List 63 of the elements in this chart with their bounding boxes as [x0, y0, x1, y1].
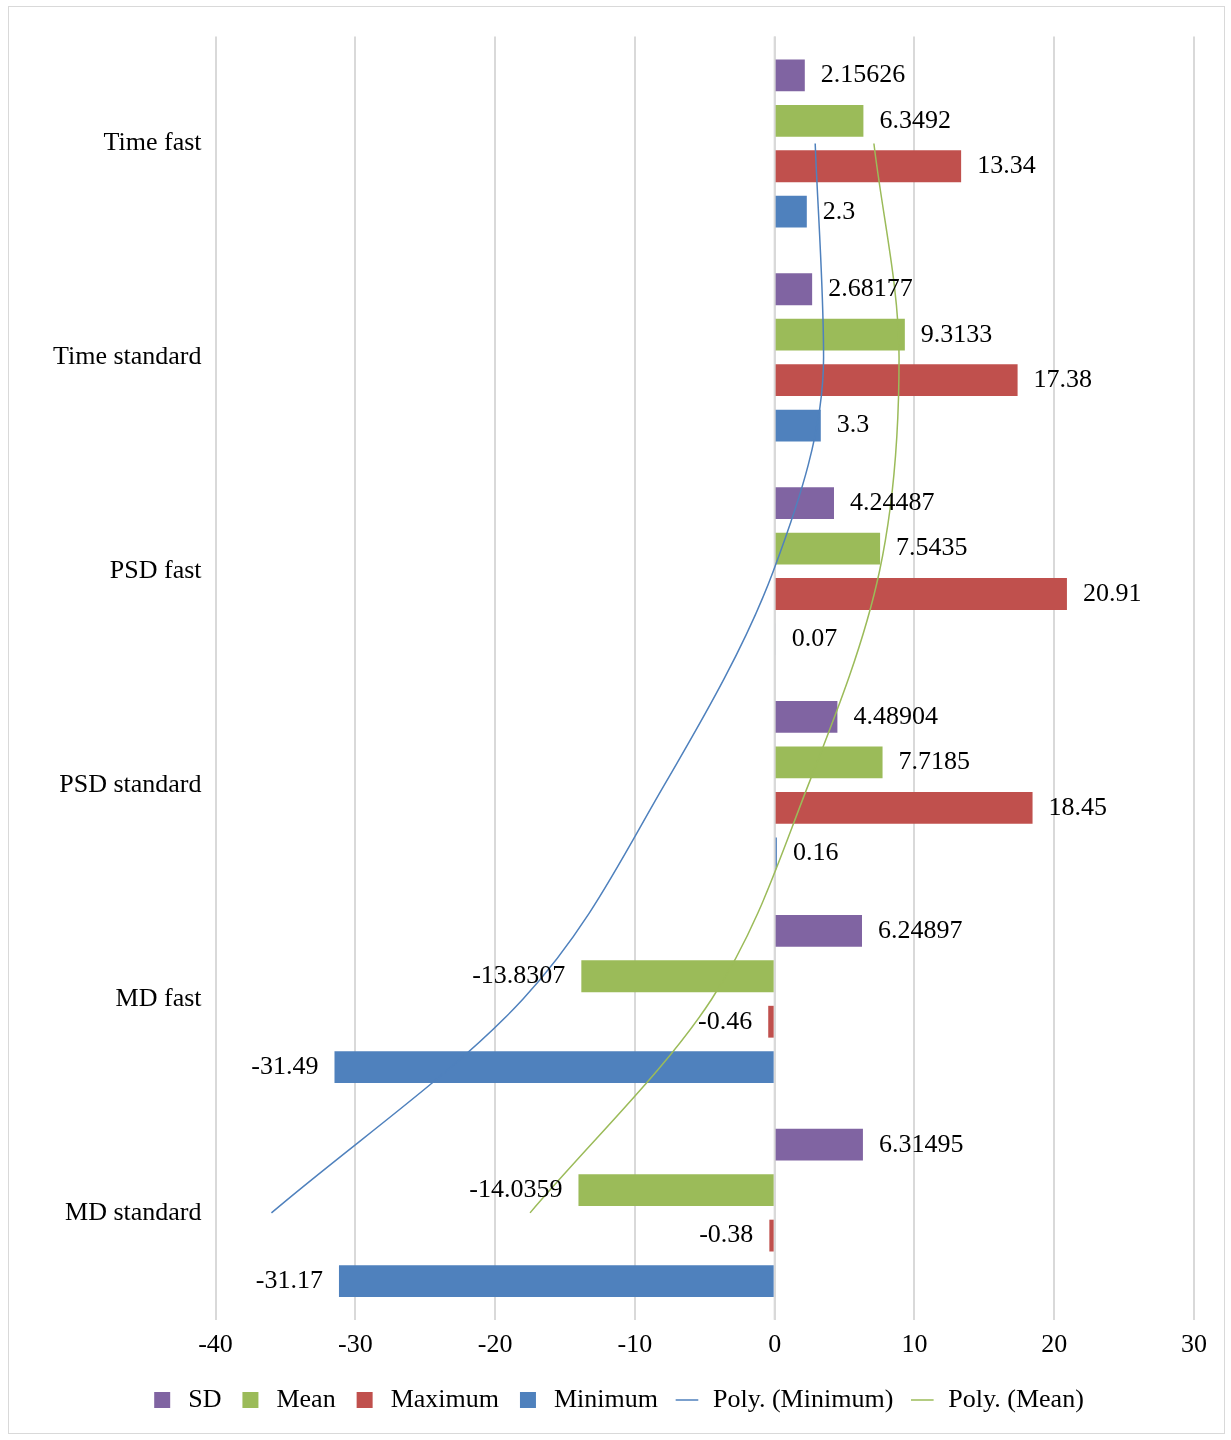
bar: [775, 487, 834, 519]
data-label: 2.3: [822, 195, 856, 225]
data-label: 3.3: [836, 409, 870, 439]
bar: [775, 578, 1067, 610]
data-label: 4.48904: [853, 700, 938, 730]
x-tick-label: -30: [337, 1329, 373, 1359]
bar: [775, 364, 1018, 397]
bar: [775, 791, 1033, 824]
bar: [775, 532, 881, 565]
legend-label: Poly. (Minimum): [712, 1383, 894, 1413]
data-label: 7.5435: [896, 532, 968, 562]
bar: [775, 409, 821, 442]
data-label: 18.45: [1048, 791, 1108, 821]
bar: [768, 1005, 774, 1038]
data-label: 17.38: [1033, 363, 1093, 393]
y-tick-label: Time standard: [52, 341, 202, 371]
bar: [338, 1265, 774, 1297]
bar: [775, 1128, 863, 1161]
legend-label: Mean: [276, 1383, 336, 1413]
bar: [775, 104, 864, 137]
data-label: 13.34: [977, 150, 1036, 180]
data-label: 6.31495: [878, 1128, 964, 1158]
bar: [775, 59, 805, 92]
bar: [578, 1174, 774, 1207]
y-tick-label: MD fast: [115, 982, 203, 1012]
legend-label: Minimum: [553, 1383, 658, 1413]
y-tick-label: PSD standard: [59, 768, 202, 798]
data-label: 20.91: [1082, 577, 1142, 607]
x-tick-label: -10: [617, 1329, 653, 1359]
legend-label: SD: [188, 1383, 222, 1413]
y-tick-label: PSD fast: [109, 555, 203, 585]
bar: [581, 960, 774, 993]
data-label: 6.3492: [879, 104, 951, 134]
x-tick-label: 30: [1181, 1329, 1207, 1359]
data-label: -0.38: [699, 1219, 754, 1249]
bar: [775, 746, 883, 779]
data-label: 0.16: [792, 837, 839, 867]
data-label: 0.07: [791, 623, 838, 653]
bar: [775, 701, 838, 733]
bar: [775, 914, 863, 947]
data-label: -31.49: [251, 1051, 319, 1080]
bar: [775, 195, 807, 228]
legend-label: Poly. (Mean): [948, 1383, 1084, 1413]
data-label: 9.3133: [920, 318, 993, 348]
bar: [769, 1219, 774, 1252]
bar: [334, 1051, 774, 1084]
y-tick-label: MD standard: [65, 1196, 202, 1226]
x-tick-label: 10: [901, 1329, 928, 1359]
data-label: -0.46: [698, 1005, 753, 1035]
bar: [775, 150, 962, 183]
data-label: 2.15626: [820, 59, 906, 89]
bar: [775, 273, 813, 306]
x-tick-label: -20: [477, 1329, 513, 1359]
data-label: 2.68177: [828, 273, 913, 303]
data-label: 7.7185: [898, 746, 971, 776]
x-tick-label: 20: [1041, 1329, 1068, 1359]
x-tick-label: 0: [768, 1329, 782, 1359]
data-label: 4.24487: [849, 486, 935, 516]
data-label: -31.17: [255, 1264, 323, 1294]
y-tick-label: Time fast: [103, 127, 203, 157]
data-label: 6.24897: [878, 914, 963, 944]
legend-label: Maximum: [390, 1383, 499, 1413]
x-tick-label: -40: [198, 1329, 233, 1359]
